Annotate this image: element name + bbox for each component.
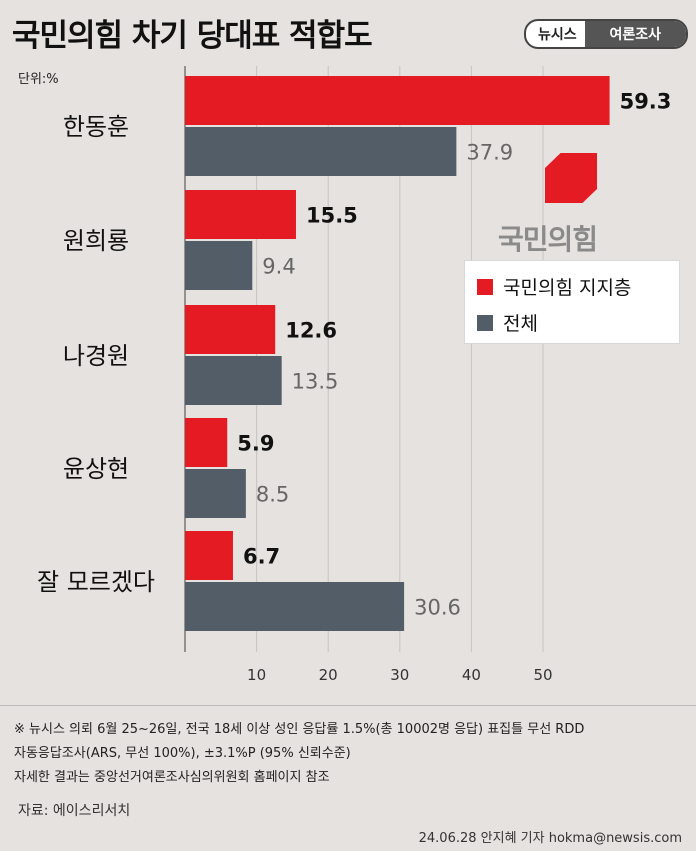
note-line: ※ 뉴시스 의뢰 6월 25~26일, 전국 18세 이상 성인 응답률 1.5… [14,722,585,737]
data-label: 6.7 [243,545,280,569]
data-label: 8.5 [256,483,289,507]
data-label: 9.4 [262,255,295,279]
brand-newsis: 뉴시스 [538,27,577,43]
legend-label: 전체 [503,313,538,335]
legend-swatch-gray [477,314,493,331]
data-label: 37.9 [466,141,513,165]
x-tick-label: 30 [390,666,409,684]
bar-chart: 10 20 30 40 50 한동훈 59.3 37.9 원희룡 15.5 9.4 나경원 12.6 13… [37,66,672,684]
data-label: 5.9 [237,432,274,456]
data-label: 12.6 [285,319,337,343]
bar-supporters [185,531,233,580]
category-label: 윤상현 [63,455,129,483]
bar-supporters [185,305,276,354]
party-logo-text: 국민의힘 [498,223,598,256]
data-label: 59.3 [620,90,672,114]
x-tick-label: 40 [462,666,481,684]
legend-swatch-red [477,278,493,295]
bar-all [185,582,405,631]
data-label: 13.5 [292,370,339,394]
bar-supporters [185,190,296,239]
legend-label: 국민의힘 지지층 [503,277,632,299]
note-line: 자세한 결과는 중앙선거여론조사심의위원회 홈페이지 참조 [14,770,330,785]
bar-all [185,241,253,290]
x-tick-label: 10 [247,666,266,684]
source-text: 자료: 에이스리서치 [18,803,131,819]
chart-legend: 국민의힘 지지층 전체 [464,260,680,344]
category-label: 원희룡 [63,227,129,255]
bar-all [185,469,246,518]
bar-all [185,356,282,405]
x-tick-label: 50 [533,666,552,684]
survey-notes: ※ 뉴시스 의뢰 6월 25~26일, 전국 18세 이상 성인 응답률 1.5… [14,718,684,790]
data-label: 15.5 [306,204,358,228]
unit-label: 단위:% [18,72,59,87]
category-label: 한동훈 [63,113,129,141]
note-line: 자동응답조사(ARS, 무선 100%), ±3.1%P (95% 신뢰수준) [14,746,351,761]
category-label: 나경원 [63,342,129,370]
bar-all [185,127,457,176]
bar-supporters [185,418,228,467]
page-title: 국민의힘 차기 당대표 적합도 [12,18,373,54]
brand-poll: 여론조사 [584,21,686,47]
brand-badge: 뉴시스 여론조사 [524,19,688,49]
divider [0,705,696,706]
bar-supporters [185,76,610,125]
legend-item-all: 전체 [477,309,538,336]
data-label: 30.6 [414,596,461,620]
category-label: 잘 모르겠다 [37,568,155,596]
x-tick-label: 20 [319,666,338,684]
legend-item-supporters: 국민의힘 지지층 [477,273,631,300]
party-logo-icon [545,153,597,203]
byline: 24.06.28 안지혜 기자 hokma@newsis.com [418,831,682,846]
